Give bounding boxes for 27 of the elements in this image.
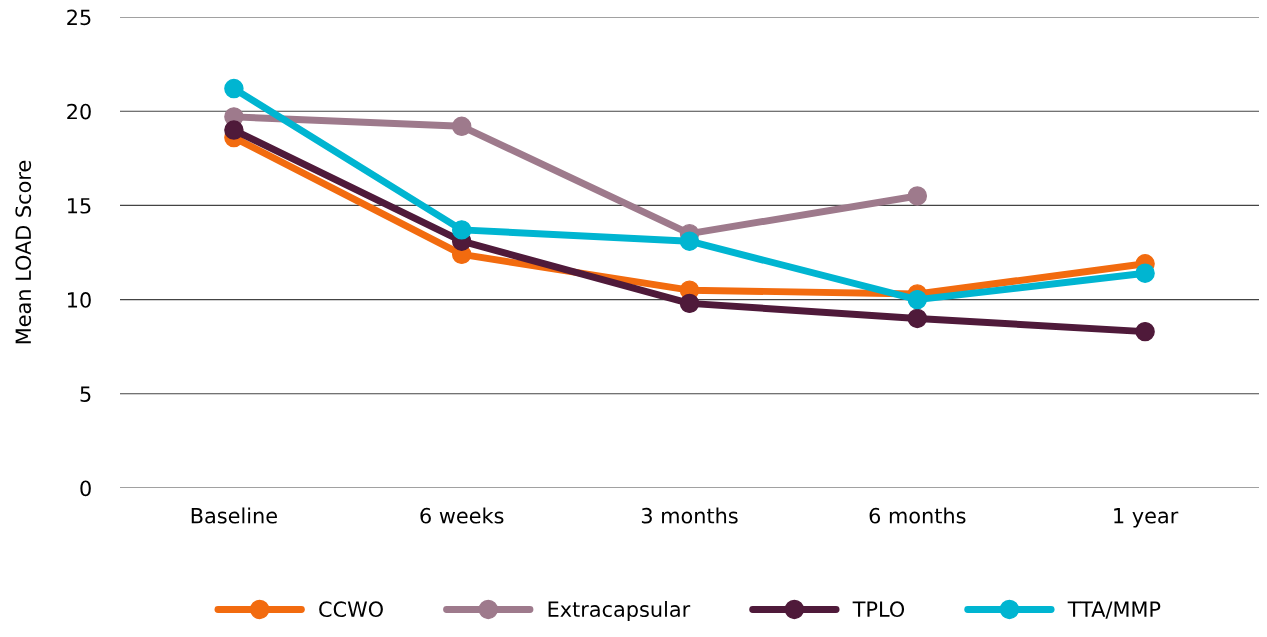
y-tick-label: 5 [80, 386, 91, 403]
x-tick-label: 6 weeks [420, 507, 504, 524]
y-tick-label: 25 [67, 9, 91, 26]
y-tick-label: 0 [80, 480, 91, 497]
x-tick-label: Baseline [191, 507, 277, 524]
x-tick-label: 6 months [869, 507, 966, 524]
y-tick-label: 20 [67, 103, 91, 120]
legend-label: TPLO [852, 601, 905, 618]
legend-label: CCWO [319, 601, 383, 618]
point [907, 308, 928, 329]
point [224, 78, 244, 99]
point [451, 116, 472, 136]
x-tick-label: 1 year [1114, 508, 1179, 528]
y-axis-title: Mean LOAD Score [15, 160, 32, 344]
point [679, 231, 700, 251]
point [1135, 321, 1155, 342]
point [1135, 263, 1155, 283]
point [224, 120, 244, 140]
x-tick-label: 3 months [641, 507, 738, 524]
point [679, 293, 700, 314]
legend-label: TTA/MMP [1067, 601, 1161, 619]
y-tick-label: 10 [68, 292, 91, 308]
point [907, 289, 928, 310]
y-tick-label: 15 [68, 198, 91, 214]
point [907, 186, 928, 206]
point [451, 220, 472, 240]
legend-label: Extracapsular [548, 600, 691, 622]
